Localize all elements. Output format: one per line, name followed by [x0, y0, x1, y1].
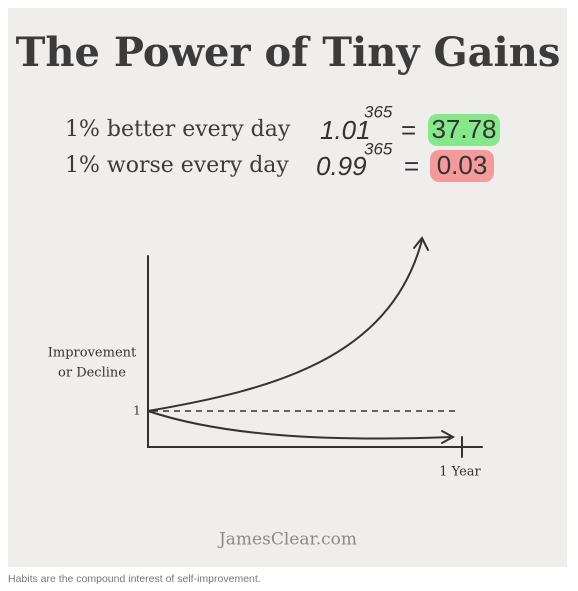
footer: JamesClear.com — [217, 530, 357, 550]
formula-equals: = — [404, 151, 419, 181]
row-label: 1% worse every day — [65, 153, 289, 178]
caption: Habits are the compound interest of self… — [8, 573, 261, 585]
y-label: or Decline — [58, 366, 126, 381]
result-highlight — [428, 114, 500, 146]
y-tick-label: 1 — [133, 404, 141, 418]
result-highlight — [430, 150, 494, 182]
y-label: Improvement — [48, 346, 137, 361]
axes — [147, 255, 483, 448]
x-tick-label: 1 Year — [439, 465, 481, 480]
formula-result: 0.03 — [437, 150, 488, 180]
formula-exponent: 365 — [364, 102, 393, 121]
formula-base: 0.99 — [316, 151, 367, 181]
arrowhead — [413, 236, 429, 251]
arrowhead — [441, 430, 456, 444]
formula-exponent: 365 — [364, 139, 393, 158]
title: The Power of Tiny Gains — [16, 29, 561, 76]
growth-curve — [147, 239, 423, 412]
formula-result: 37.78 — [431, 114, 496, 144]
formula-equals: = — [401, 115, 416, 145]
decline-curve — [147, 410, 453, 440]
row-label: 1% better every day — [65, 117, 291, 142]
infographic-background — [8, 8, 567, 567]
formula-base: 1.01 — [320, 115, 371, 145]
